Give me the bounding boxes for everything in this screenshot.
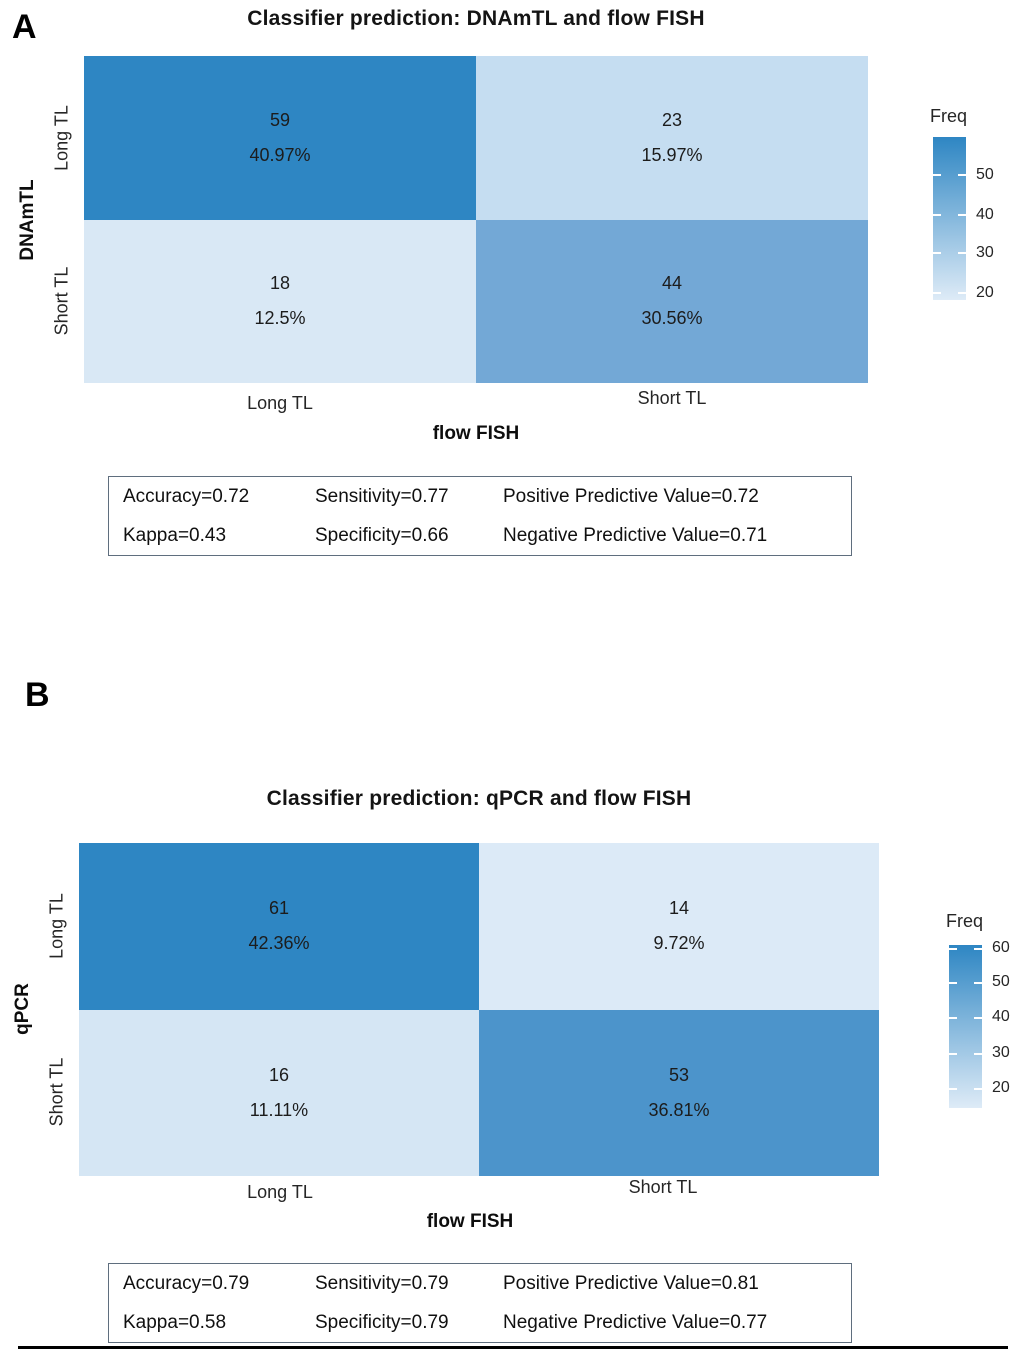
cell-count: 59 bbox=[269, 109, 291, 130]
panel-a-colorbar-label-50: 50 bbox=[976, 166, 994, 183]
panel-b-legend-title: Freq bbox=[946, 911, 984, 931]
colorbar-tick-mark bbox=[958, 174, 966, 176]
figure-bottom-rule bbox=[18, 1346, 1008, 1349]
panel-b-row-label-short-tl: Short TL bbox=[46, 1057, 67, 1127]
panel-a-row-label-short-tl: Short TL bbox=[51, 266, 72, 336]
panel-a-row-label-long-tl: Long TL bbox=[51, 105, 72, 171]
colorbar-tick-mark bbox=[933, 214, 941, 216]
colorbar-tick-mark bbox=[974, 1053, 982, 1055]
panel-b-row-label-long-tl: Long TL bbox=[46, 893, 67, 959]
stat-npv: Negative Predictive Value=0.77 bbox=[503, 1311, 768, 1333]
colorbar-tick-mark bbox=[974, 1017, 982, 1019]
cell-count: 53 bbox=[668, 1064, 690, 1085]
cell-percent: 36.81% bbox=[648, 1099, 710, 1120]
colorbar-tick-mark bbox=[958, 292, 966, 294]
panel-b-cell-short-short: 53 36.81% bbox=[479, 1009, 879, 1176]
panel-a-cell-long-long: 59 40.97% bbox=[84, 56, 476, 220]
panel-a-heatmap: 59 40.97% 23 15.97% 18 12.5% 44 30.56% bbox=[84, 56, 868, 383]
panel-b-letter: B bbox=[25, 676, 50, 714]
panel-a-colorbar-label-30: 30 bbox=[976, 244, 994, 261]
colorbar-tick-mark bbox=[974, 948, 982, 950]
colorbar-tick-mark bbox=[933, 174, 941, 176]
cell-count: 23 bbox=[661, 109, 683, 130]
panel-a-legend-title: Freq bbox=[930, 106, 968, 126]
cell-percent: 9.72% bbox=[653, 933, 705, 954]
panel-b-cell-long-short: 14 9.72% bbox=[479, 843, 879, 1010]
colorbar-tick-mark bbox=[949, 948, 957, 950]
stat-ppv: Positive Predictive Value=0.81 bbox=[503, 1272, 759, 1294]
panel-a-stats-box: Accuracy=0.72 Sensitivity=0.77 Positive … bbox=[108, 476, 852, 556]
colorbar-tick-mark bbox=[974, 1088, 982, 1090]
colorbar-tick-mark bbox=[958, 214, 966, 216]
stat-ppv: Positive Predictive Value=0.72 bbox=[503, 485, 759, 507]
stat-kappa: Kappa=0.43 bbox=[123, 524, 227, 546]
cell-percent: 11.11% bbox=[249, 1099, 309, 1120]
panel-b-cell-long-long: 61 42.36% bbox=[79, 843, 479, 1010]
panel-b-heatmap: 61 42.36% 14 9.72% 16 11.11% 53 36.81% bbox=[79, 843, 879, 1176]
panel-a-y-axis-title: DNAmTL bbox=[17, 179, 38, 261]
panel-b-colorbar-label-20: 20 bbox=[992, 1079, 1010, 1096]
panel-a-colorbar bbox=[933, 137, 966, 300]
colorbar-tick-mark bbox=[933, 292, 941, 294]
panel-a-cell-short-long: 18 12.5% bbox=[84, 219, 476, 383]
panel-a-cell-short-short: 44 30.56% bbox=[476, 219, 868, 383]
panel-a-cell-long-short: 23 15.97% bbox=[476, 56, 868, 220]
stat-kappa: Kappa=0.58 bbox=[123, 1311, 227, 1333]
colorbar-tick-mark bbox=[974, 982, 982, 984]
cell-percent: 42.36% bbox=[248, 933, 310, 954]
stat-sensitivity: Sensitivity=0.79 bbox=[315, 1272, 449, 1294]
panel-b-col-label-short-tl: Short TL bbox=[628, 1177, 698, 1197]
panel-a-x-axis-title: flow FISH bbox=[432, 423, 520, 444]
colorbar-tick-mark bbox=[949, 1017, 957, 1019]
cell-count: 14 bbox=[668, 898, 690, 919]
panel-a-colorbar-label-20: 20 bbox=[976, 284, 994, 301]
cell-count: 44 bbox=[661, 273, 683, 294]
panel-a-letter: A bbox=[12, 8, 37, 46]
panel-b-x-axis-title: flow FISH bbox=[426, 1211, 514, 1232]
panel-b-title: Classifier prediction: qPCR and flow FIS… bbox=[266, 787, 692, 810]
panel-a-colorbar-label-40: 40 bbox=[976, 206, 994, 223]
panel-b-stats-box: Accuracy=0.79 Sensitivity=0.79 Positive … bbox=[108, 1263, 852, 1343]
cell-percent: 12.5% bbox=[254, 308, 306, 329]
panel-a-col-label-long-tl: Long TL bbox=[247, 393, 313, 413]
colorbar-tick-mark bbox=[933, 252, 941, 254]
stat-specificity: Specificity=0.66 bbox=[315, 524, 449, 546]
colorbar-tick-mark bbox=[958, 252, 966, 254]
stat-specificity: Specificity=0.79 bbox=[315, 1311, 449, 1333]
cell-percent: 15.97% bbox=[641, 144, 703, 165]
panel-b-colorbar-label-60: 60 bbox=[992, 939, 1010, 956]
panel-b-y-axis-title: qPCR bbox=[12, 983, 33, 1035]
colorbar-tick-mark bbox=[949, 1088, 957, 1090]
cell-percent: 30.56% bbox=[641, 308, 703, 329]
panel-b-colorbar-label-40: 40 bbox=[992, 1008, 1010, 1025]
stat-sensitivity: Sensitivity=0.77 bbox=[315, 485, 449, 507]
cell-count: 61 bbox=[268, 898, 290, 919]
panel-b-colorbar-label-30: 30 bbox=[992, 1044, 1010, 1061]
stat-accuracy: Accuracy=0.79 bbox=[123, 1272, 250, 1294]
stat-accuracy: Accuracy=0.72 bbox=[123, 485, 250, 507]
colorbar-tick-mark bbox=[949, 982, 957, 984]
panel-b-cell-short-long: 16 11.11% bbox=[79, 1009, 479, 1176]
panel-b-colorbar bbox=[949, 945, 982, 1108]
colorbar-tick-mark bbox=[949, 1053, 957, 1055]
panel-a-col-label-short-tl: Short TL bbox=[637, 388, 707, 408]
cell-percent: 40.97% bbox=[249, 144, 311, 165]
panel-b-col-label-long-tl: Long TL bbox=[247, 1182, 313, 1202]
cell-count: 18 bbox=[269, 273, 291, 294]
panel-b-colorbar-label-50: 50 bbox=[992, 973, 1010, 990]
cell-count: 16 bbox=[268, 1064, 290, 1085]
panel-a-title: Classifier prediction: DNAmTL and flow F… bbox=[247, 7, 705, 30]
stat-npv: Negative Predictive Value=0.71 bbox=[503, 524, 768, 546]
